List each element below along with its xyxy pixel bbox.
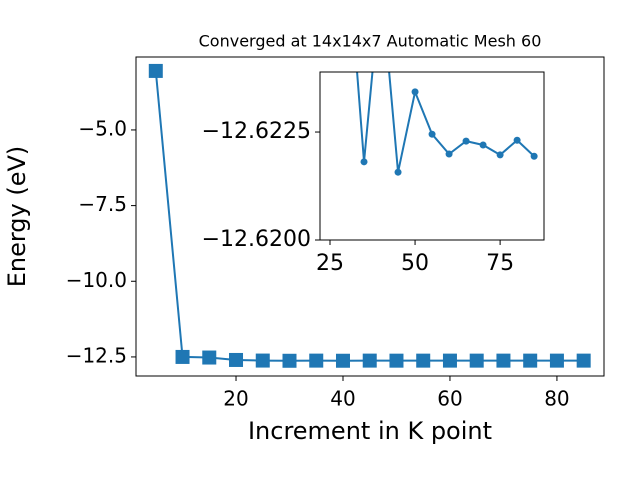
y-tick-label: −10.0 xyxy=(66,268,127,292)
x-tick-label: 80 xyxy=(544,387,569,411)
y-tick-label: −7.5 xyxy=(78,192,127,216)
marker xyxy=(282,353,297,368)
marker xyxy=(513,136,521,144)
plot-clip xyxy=(148,63,591,368)
marker xyxy=(576,353,591,368)
marker xyxy=(360,158,368,166)
marker xyxy=(394,168,402,176)
marker xyxy=(255,353,270,368)
marker xyxy=(530,152,538,160)
marker xyxy=(462,137,470,145)
x-tick-label: 50 xyxy=(401,251,429,276)
y-tick-label: −12.5 xyxy=(66,343,127,367)
marker xyxy=(428,130,436,138)
x-tick-label: 20 xyxy=(223,387,248,411)
marker xyxy=(442,353,457,368)
marker xyxy=(549,353,564,368)
marker xyxy=(445,150,453,158)
marker xyxy=(389,353,404,368)
plot-clip xyxy=(356,72,538,176)
marker xyxy=(469,353,484,368)
y-axis-label: Energy (eV) xyxy=(3,146,31,288)
marker xyxy=(479,141,487,149)
marker xyxy=(496,151,504,159)
plot-area xyxy=(320,72,544,240)
marker xyxy=(309,353,324,368)
x-tick-label: 75 xyxy=(486,251,514,276)
x-axis-label: Increment in K point xyxy=(248,417,492,445)
marker xyxy=(335,353,350,368)
x-tick-label: 40 xyxy=(330,387,355,411)
marker xyxy=(496,353,511,368)
chart-title: Converged at 14x14x7 Automatic Mesh 60 xyxy=(199,32,542,51)
marker xyxy=(416,353,431,368)
marker xyxy=(411,88,419,96)
x-tick-label: 25 xyxy=(316,251,344,276)
y-tick-label: −12.6200 xyxy=(202,227,311,252)
y-tick-label: −5.0 xyxy=(78,116,127,140)
axes-frame xyxy=(135,56,605,377)
x-tick-label: 60 xyxy=(437,387,462,411)
series-line xyxy=(356,72,535,173)
axes-frame xyxy=(319,71,545,241)
marker xyxy=(202,350,217,365)
marker xyxy=(362,353,377,368)
y-tick-label: −12.6225 xyxy=(202,119,311,144)
marker xyxy=(175,349,190,364)
marker xyxy=(229,352,244,367)
marker xyxy=(523,353,538,368)
marker xyxy=(148,63,163,78)
